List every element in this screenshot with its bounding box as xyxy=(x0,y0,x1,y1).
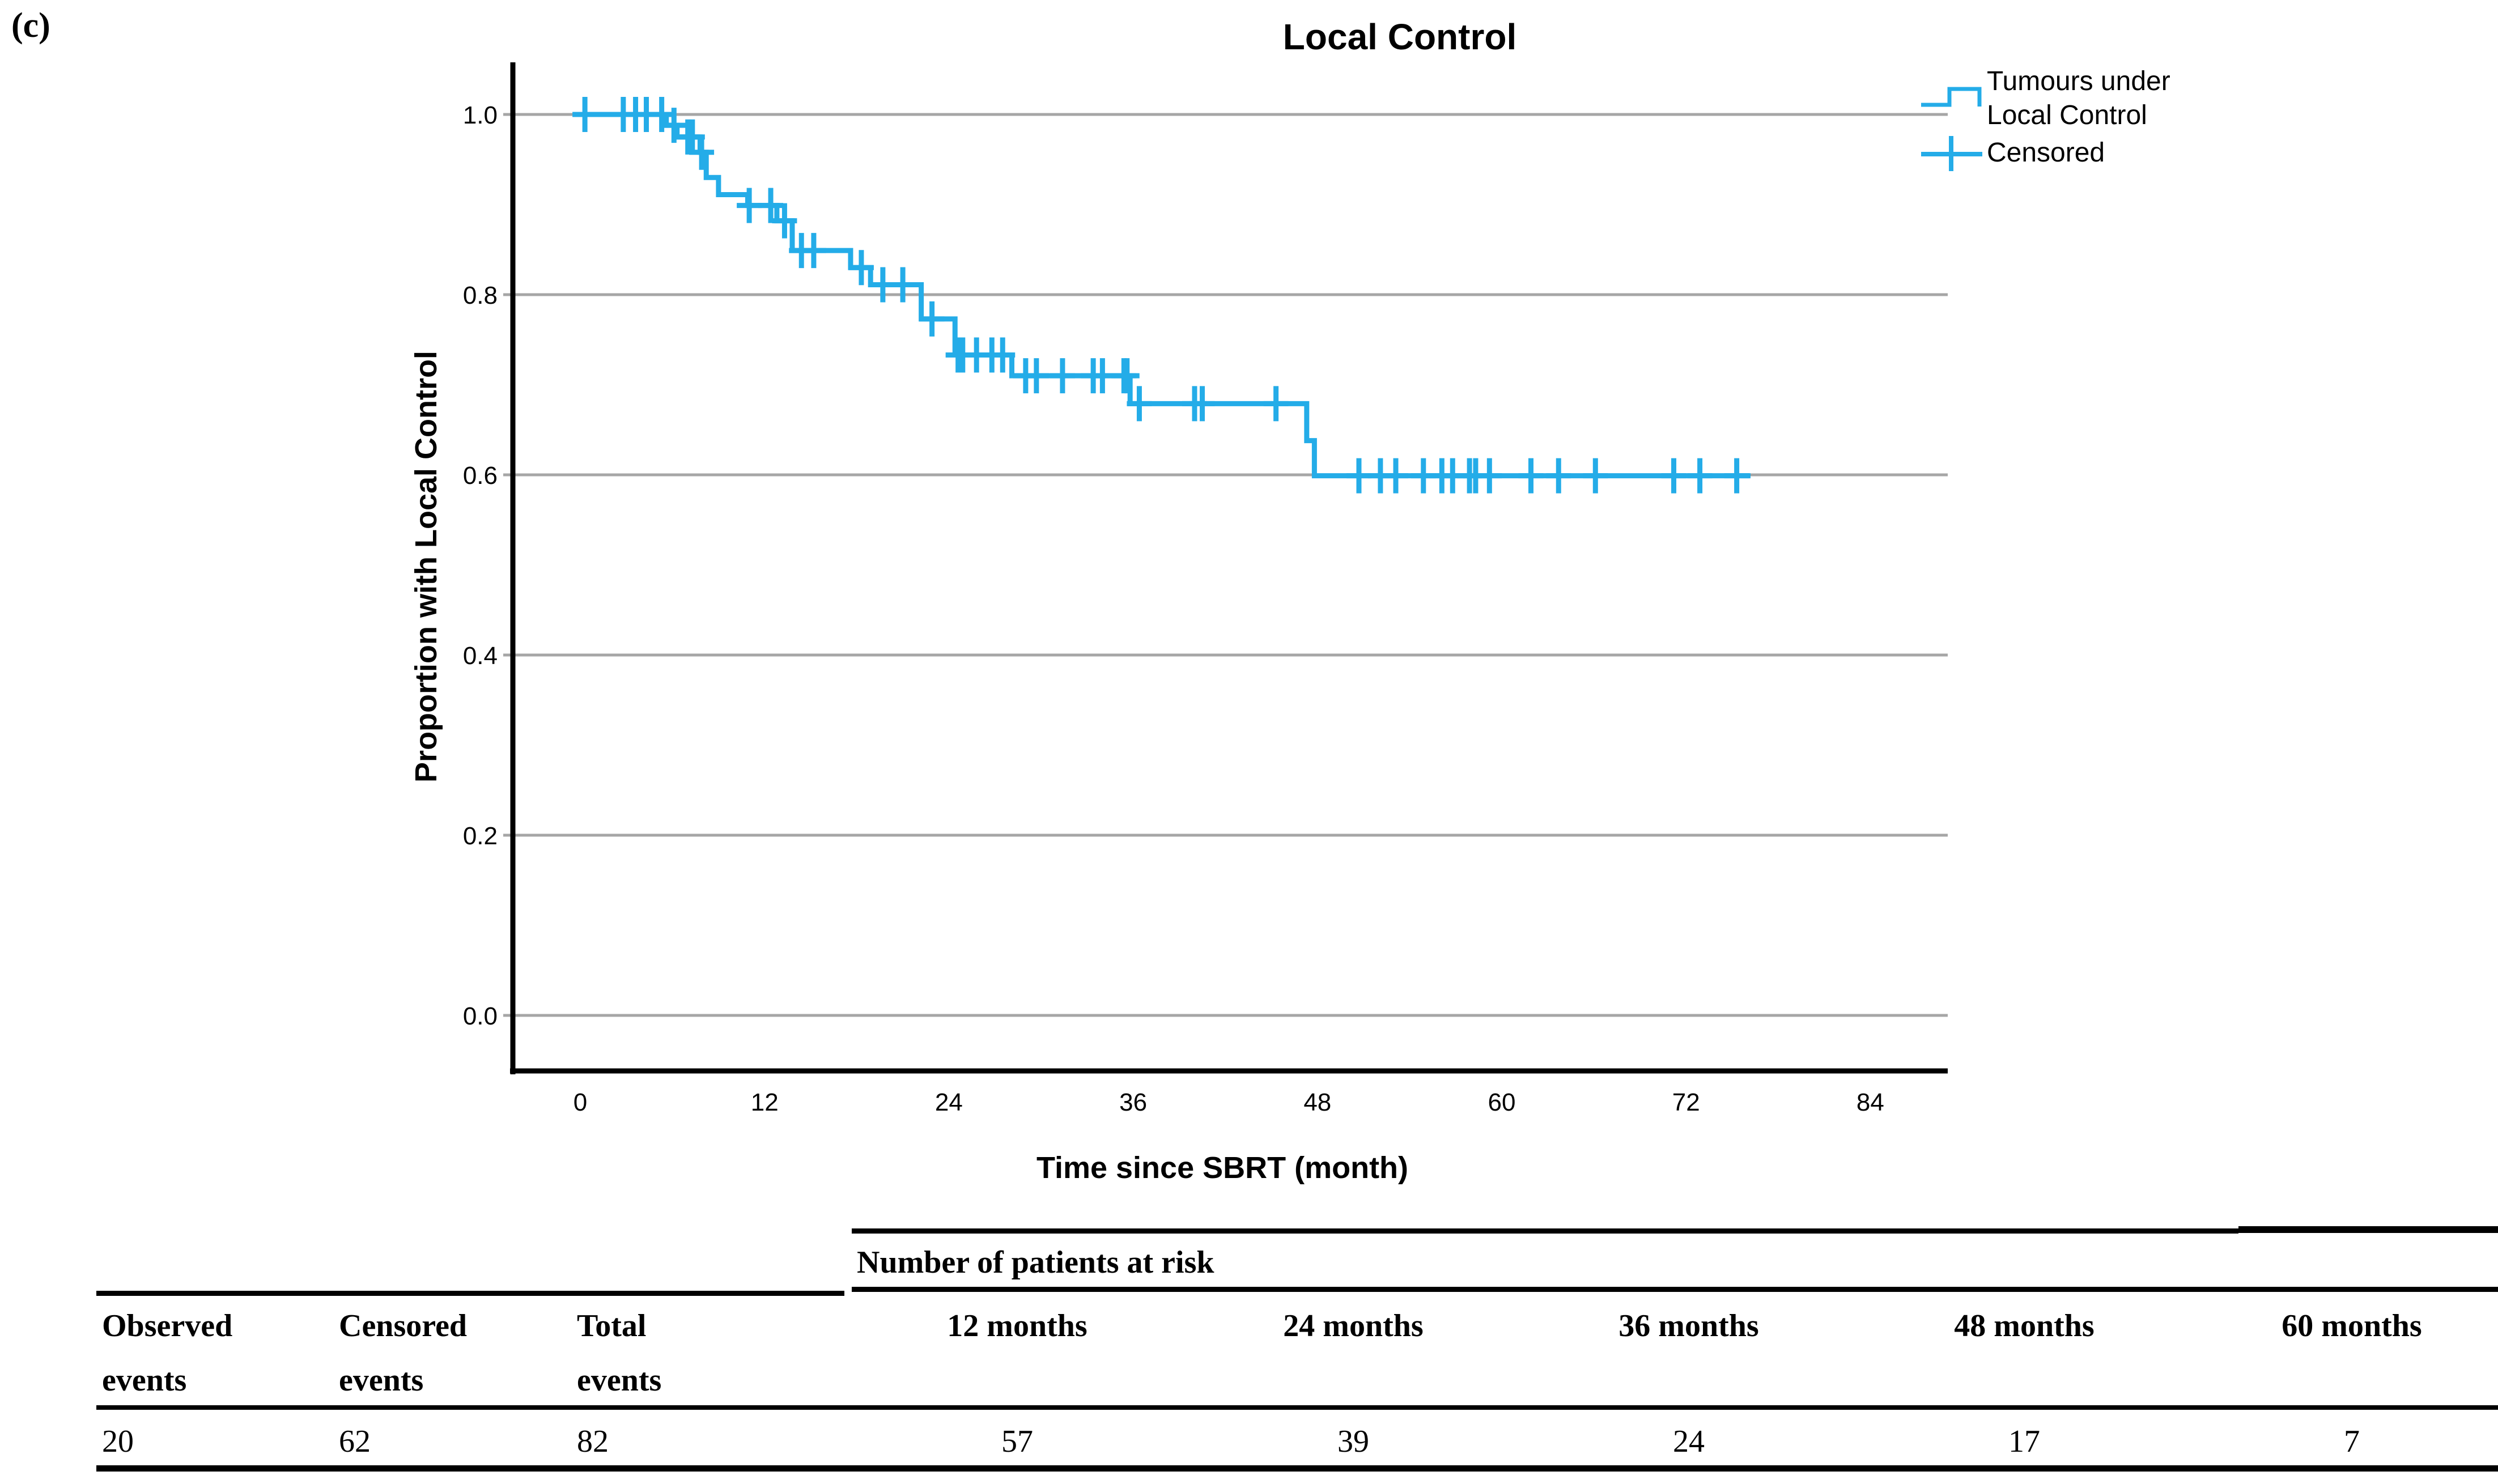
col-header-observed-2: events xyxy=(102,1363,187,1398)
value-at-risk-48mo: 17 xyxy=(2008,1424,2040,1459)
svg-text:0.2: 0.2 xyxy=(463,822,498,850)
value-observed-events: 20 xyxy=(102,1424,134,1459)
legend-censored-label: Censored xyxy=(1987,138,2105,168)
svg-text:48: 48 xyxy=(1303,1088,1331,1116)
svg-text:84: 84 xyxy=(1856,1088,1884,1116)
chart-title: Local Control xyxy=(1282,16,1517,57)
table-rule-mid xyxy=(96,1405,2498,1410)
value-censored-events: 62 xyxy=(339,1424,371,1459)
value-at-risk-24mo: 39 xyxy=(1337,1424,1369,1459)
table-rule-top-corner xyxy=(2238,1226,2498,1233)
col-header-censored-2: events xyxy=(339,1363,424,1398)
step-line-icon xyxy=(1921,87,1982,107)
value-at-risk-60mo: 7 xyxy=(2344,1424,2360,1459)
svg-text:24: 24 xyxy=(935,1088,963,1116)
value-total-events: 82 xyxy=(577,1424,609,1459)
table-rule-bottom xyxy=(96,1465,2498,1472)
svg-text:36: 36 xyxy=(1119,1088,1147,1116)
svg-text:60: 60 xyxy=(1488,1088,1516,1116)
legend-series-label-line2: Local Control xyxy=(1987,100,2147,130)
svg-text:0.8: 0.8 xyxy=(463,282,498,309)
col-header-observed: Observed xyxy=(102,1308,233,1343)
col-header-48mo: 48 months xyxy=(1954,1308,2095,1343)
risk-table-title: Number of patients at risk xyxy=(857,1245,1214,1280)
svg-text:0: 0 xyxy=(573,1088,587,1116)
col-header-24mo: 24 months xyxy=(1283,1308,1424,1343)
table-rule-header-left xyxy=(96,1291,844,1296)
table-rule-top-right xyxy=(852,1228,2238,1234)
svg-text:0.0: 0.0 xyxy=(463,1002,498,1030)
y-axis-title: Proportion with Local Control xyxy=(409,351,443,783)
svg-text:0.6: 0.6 xyxy=(463,462,498,490)
svg-text:1.0: 1.0 xyxy=(463,101,498,129)
panel-label: (c) xyxy=(11,6,50,45)
x-axis-title: Time since SBRT (month) xyxy=(1036,1151,1409,1185)
value-at-risk-36mo: 24 xyxy=(1673,1424,1705,1459)
table-rule-header-right xyxy=(852,1287,2498,1292)
svg-text:72: 72 xyxy=(1672,1088,1700,1116)
value-at-risk-12mo: 57 xyxy=(1001,1424,1033,1459)
svg-text:12: 12 xyxy=(751,1088,779,1116)
col-header-60mo: 60 months xyxy=(2282,1308,2422,1343)
svg-text:0.4: 0.4 xyxy=(463,642,498,670)
col-header-total-2: events xyxy=(577,1363,662,1398)
col-header-total: Total xyxy=(577,1308,647,1343)
legend-series-label-line1: Tumours under xyxy=(1987,66,2170,96)
col-header-censored: Censored xyxy=(339,1308,468,1343)
col-header-36mo: 36 months xyxy=(1618,1308,1759,1343)
censored-plus-icon xyxy=(1921,136,1982,171)
col-header-12mo: 12 months xyxy=(947,1308,1087,1343)
